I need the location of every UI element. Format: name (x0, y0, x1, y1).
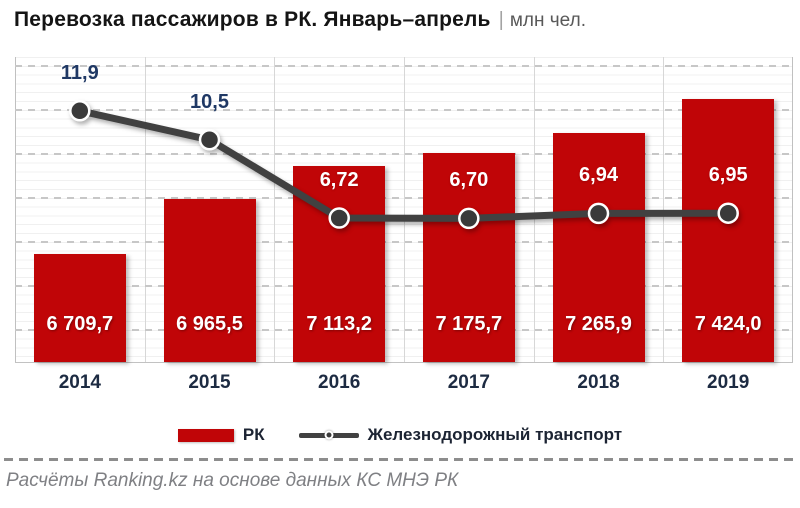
legend-item-rk: РК (177, 425, 265, 445)
x-tick-label: 2014 (58, 372, 101, 393)
chart-title: Перевозка пассажиров в РК. Январь–апрель (14, 8, 491, 31)
major-gridline-dashed (15, 329, 793, 331)
category-separator-line (145, 57, 146, 362)
dashed-divider (4, 458, 796, 461)
x-tick-label: 2015 (188, 372, 231, 393)
unit-label: млн чел. (509, 10, 586, 31)
line-marker-point (717, 202, 739, 224)
line-value-label: 6,95 (708, 164, 748, 187)
line-value-label: 10,5 (190, 90, 229, 113)
line-value-label: 6,94 (579, 164, 618, 187)
bar-value-label: 7 175,7 (435, 313, 503, 335)
category-separator-line (663, 57, 664, 362)
bar-value-label: 7 424,0 (694, 313, 762, 335)
line-value-label: 6,70 (449, 169, 489, 192)
category-separator-line (274, 57, 275, 362)
bar-2018 (552, 133, 645, 362)
category-separator-line (404, 57, 405, 362)
bar-value-label: 6 965,5 (176, 313, 243, 335)
major-gridline-dashed (15, 109, 793, 111)
x-tick-label: 2018 (577, 372, 620, 393)
railway-line (76, 107, 732, 222)
x-tick-label: 2016 (318, 372, 361, 393)
bar-2017 (422, 152, 515, 362)
x-axis: 2014 2015 2016 2017 2018 2019 (15, 372, 793, 398)
line-marker-point (328, 207, 350, 229)
line-marker-point (458, 207, 480, 230)
plot-area: 6 709,7 6 965,5 7 113,2 7 175,7 7 265,9 7 424… (15, 57, 793, 363)
x-tick-label: 2019 (707, 372, 750, 393)
bar-value-label: 7 265,9 (565, 313, 632, 335)
category-separator-line (792, 57, 793, 362)
source-note: Расчёты Ranking.kz на основе данных КС М… (6, 470, 459, 491)
major-gridline-dashed (15, 153, 793, 155)
railway-line-chart (69, 100, 739, 230)
line-marker-icon (324, 430, 334, 440)
line-value-label: 6,72 (319, 168, 359, 191)
bar-2014 (33, 254, 126, 362)
line-marker-point (587, 202, 610, 225)
bar-series-swatch (177, 428, 234, 442)
major-gridline-dashed (15, 285, 793, 287)
major-gridline-dashed (15, 241, 793, 243)
line-marker-point (69, 100, 91, 122)
major-gridline-dashed (15, 197, 793, 199)
line-series-label: Железнодорожный транспорт (367, 425, 623, 444)
legend: РК Железнодорожный транспорт (0, 421, 800, 449)
title-separator: | (498, 9, 504, 31)
category-separator-line (15, 57, 16, 362)
bar-value-label: 7 113,2 (306, 313, 372, 335)
line-marker-point (198, 129, 221, 151)
bar-2015 (163, 198, 256, 362)
chart-header: Перевозка пассажиров в РК. Январь–апрель… (14, 8, 792, 32)
bar-2019 (682, 99, 775, 362)
x-tick-label: 2017 (447, 372, 490, 393)
legend-item-railway: Железнодорожный транспорт (298, 425, 623, 445)
line-series-swatch (298, 428, 359, 443)
major-gridline-dashed (15, 65, 793, 67)
bar-value-label: 6 709,7 (46, 313, 114, 335)
category-separator-line (534, 57, 535, 362)
bar-series-label: РК (242, 425, 265, 444)
line-value-label: 11,9 (60, 61, 99, 84)
